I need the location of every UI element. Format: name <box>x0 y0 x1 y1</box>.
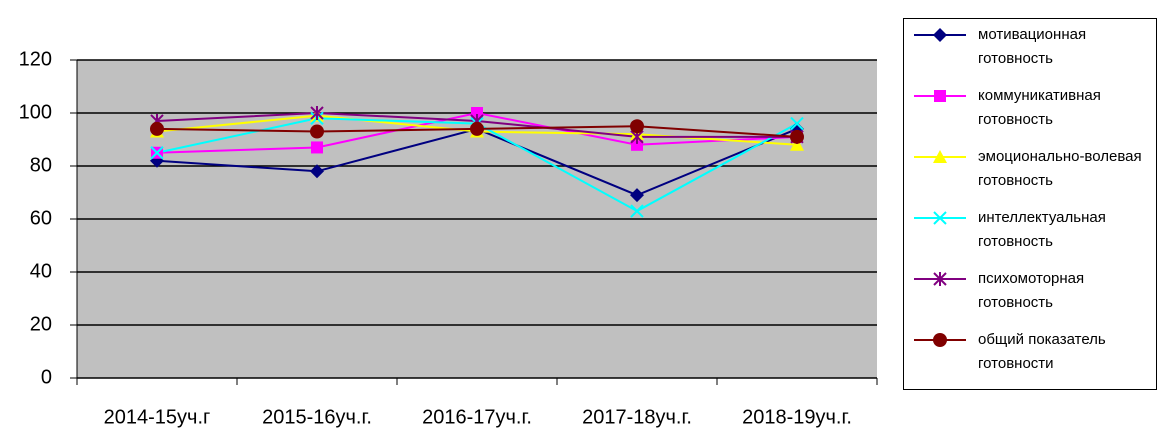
marker <box>471 107 483 119</box>
legend-swatch <box>914 28 966 42</box>
legend-swatch <box>914 211 966 225</box>
x-tick-label: 2017-18уч.г. <box>582 406 692 428</box>
marker <box>790 129 804 144</box>
marker <box>933 272 947 286</box>
marker <box>310 124 324 139</box>
legend-item: общий показатель готовности <box>910 328 1152 389</box>
chart: 0 20 40 60 80 100 120 2014-15уч.г 2015-16уч.г. 20… <box>19 48 878 428</box>
y-tick-label: 80 <box>30 154 52 176</box>
legend-item: психомоторная готовность <box>910 267 1152 328</box>
y-tick-label: 20 <box>30 313 52 335</box>
legend-swatch <box>914 333 966 347</box>
marker <box>311 141 323 154</box>
legend-label: коммуникативная готовность <box>978 87 1101 128</box>
legend-label: общий показатель готовности <box>978 331 1106 372</box>
marker <box>934 90 946 102</box>
marker <box>790 116 804 131</box>
marker <box>150 146 164 160</box>
y-tick-label: 0 <box>41 366 52 388</box>
marker <box>630 204 644 218</box>
legend-item: эмоционально-волевая готовность <box>910 145 1152 206</box>
legend-item: интеллектуальная готовность <box>910 206 1152 267</box>
x-tick-label: 2018-19уч.г. <box>742 406 852 428</box>
marker <box>470 121 484 136</box>
legend-swatch <box>914 272 966 286</box>
legend-item: мотивационная готовность <box>910 23 1152 84</box>
marker <box>933 333 947 347</box>
marker <box>630 119 644 134</box>
marker <box>631 138 643 151</box>
y-tick-label: 60 <box>30 207 52 229</box>
marker <box>310 164 324 179</box>
legend-item: коммуникативная готовность <box>910 84 1152 145</box>
marker <box>790 137 804 151</box>
marker <box>933 28 947 42</box>
marker <box>933 211 947 225</box>
y-tick-label: 120 <box>19 48 52 70</box>
legend-label: интеллектуальная готовность <box>978 209 1106 250</box>
marker <box>150 121 164 136</box>
x-tick-label: 2015-16уч.г. <box>262 406 372 428</box>
legend-label: эмоционально-волевая готовность <box>978 148 1142 189</box>
y-tick-label: 100 <box>19 101 52 123</box>
y-tick-label: 40 <box>30 260 52 282</box>
marker <box>310 106 324 120</box>
legend-swatch <box>914 150 966 163</box>
marker <box>933 150 947 163</box>
legend: мотивационная готовность коммуникативная … <box>903 18 1157 390</box>
legend-swatch <box>914 90 966 102</box>
x-tick-label: 2016-17уч.г. <box>422 406 532 428</box>
legend-label: психомоторная готовность <box>978 270 1085 311</box>
legend-label: мотивационная готовность <box>978 26 1087 67</box>
x-tick-label: 2014-15уч.г <box>104 406 211 428</box>
marker <box>630 188 644 203</box>
